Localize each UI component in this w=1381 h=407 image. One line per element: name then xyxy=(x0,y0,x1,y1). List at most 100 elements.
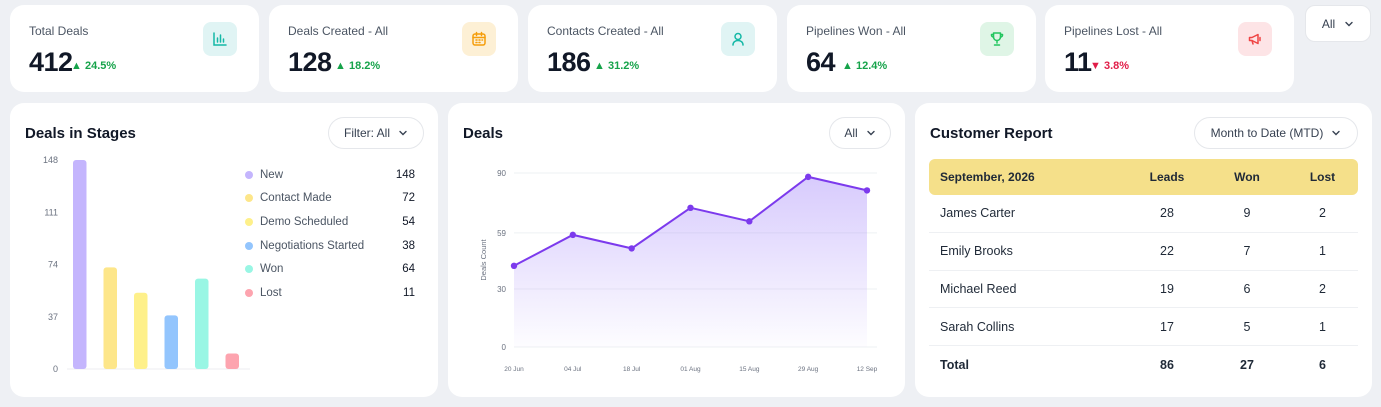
legend-item: Demo Scheduled 54 xyxy=(245,210,415,234)
cell-leads: 22 xyxy=(1160,244,1174,259)
data-point xyxy=(628,245,635,252)
cell-leads: 17 xyxy=(1160,319,1174,334)
cell-won: 9 xyxy=(1243,206,1251,221)
x-tick-label: 20 Jun xyxy=(504,366,524,373)
customer-report-table: September, 2026 Leads Won Lost James Car… xyxy=(929,159,1358,384)
data-point xyxy=(746,218,753,225)
deals-in-stages-panel: Deals in Stages Filter: All 0 37 74 111 148 … xyxy=(10,103,438,397)
cell-won: 5 xyxy=(1243,319,1251,334)
bar-contact-made xyxy=(103,267,117,369)
data-point xyxy=(569,231,577,239)
global-filter-dropdown[interactable]: All xyxy=(1305,5,1371,42)
panel-title: Deals xyxy=(463,125,504,142)
cell-lost: 1 xyxy=(1319,244,1326,259)
table-row: Michael Reed 19 6 2 xyxy=(929,271,1358,309)
total-leads: 86 xyxy=(1160,358,1174,373)
stat-value: 412 xyxy=(29,47,73,77)
y-tick-label: 30 xyxy=(497,285,506,294)
header-lost: Lost xyxy=(1309,170,1336,184)
legend-item: Contact Made 72 xyxy=(245,187,415,211)
bar-won xyxy=(195,278,209,369)
legend-dot xyxy=(245,194,253,203)
stat-change: ▲ 18.2% xyxy=(335,60,381,72)
y-tick-label: 37 xyxy=(48,312,58,322)
y-tick-label: 0 xyxy=(53,364,58,374)
stat-card-total-deals: Total Deals 412 ▲ 24.5% xyxy=(10,5,259,92)
cell-name: Michael Reed xyxy=(940,281,1017,296)
user-icon xyxy=(732,32,744,46)
cell-lost: 1 xyxy=(1319,319,1326,334)
x-tick-label: 12 Sep xyxy=(857,366,878,373)
table-row: James Carter 28 9 2 xyxy=(929,195,1358,233)
legend-value: 11 xyxy=(403,286,415,299)
header-period: September, 2026 xyxy=(940,170,1035,184)
y-tick-label: 0 xyxy=(502,343,507,352)
chevron-down-icon xyxy=(866,130,875,136)
cell-name: Emily Brooks xyxy=(940,244,1013,259)
legend-value: 38 xyxy=(402,239,415,252)
trend-down-icon: ▼ xyxy=(1090,60,1101,72)
chevron-down-icon xyxy=(1345,21,1353,26)
x-tick-label: 29 Aug xyxy=(798,366,819,373)
deals-filter-dropdown[interactable]: All xyxy=(829,117,891,149)
x-tick-label: 15 Aug xyxy=(739,366,760,373)
bar-new xyxy=(73,160,87,369)
header-won: Won xyxy=(1234,170,1260,184)
trend-up-icon: ▲ xyxy=(594,60,605,72)
stat-label: Total Deals xyxy=(29,24,89,38)
legend-value: 54 xyxy=(402,215,415,228)
legend-name: Contact Made xyxy=(260,192,332,205)
cell-won: 6 xyxy=(1243,281,1251,296)
stat-change: ▲ 24.5% xyxy=(71,60,117,72)
legend-name: Demo Scheduled xyxy=(260,215,349,228)
stat-change: ▲ 31.2% xyxy=(594,60,640,72)
x-tick-label: 01 Aug xyxy=(680,366,701,373)
table-row: Emily Brooks 22 7 1 xyxy=(929,233,1358,271)
trend-up-icon: ▲ xyxy=(71,60,82,72)
y-tick-label: 74 xyxy=(48,260,58,270)
y-tick-label: 59 xyxy=(497,229,506,238)
legend-dot xyxy=(245,265,253,274)
cell-lost: 2 xyxy=(1319,206,1326,221)
bar-lost xyxy=(225,353,239,369)
bar-negotiations-started xyxy=(164,315,178,369)
y-tick-label: 90 xyxy=(497,169,506,178)
panel-title: Deals in Stages xyxy=(25,125,136,142)
y-tick-label: 148 xyxy=(43,155,58,165)
report-period-dropdown[interactable]: Month to Date (MTD) xyxy=(1194,117,1358,149)
legend-value: 64 xyxy=(402,263,415,276)
stat-label: Pipelines Lost - All xyxy=(1064,24,1163,38)
y-axis-label: Deals Count xyxy=(479,238,488,280)
legend-dot xyxy=(245,241,253,250)
header-leads: Leads xyxy=(1149,170,1185,184)
stat-value: 64 xyxy=(806,47,836,77)
stat-value: 128 xyxy=(288,47,332,77)
cell-name: James Carter xyxy=(940,206,1016,221)
icon-box xyxy=(203,22,237,56)
trend-up-icon: ▲ xyxy=(335,60,346,72)
stat-card-deals-created: Deals Created - All 128 ▲ 18.2% xyxy=(269,5,518,92)
stat-value: 11 xyxy=(1064,47,1092,77)
stat-label: Deals Created - All xyxy=(288,24,389,38)
trophy-icon xyxy=(990,32,1004,46)
stages-filter-dropdown[interactable]: Filter: All xyxy=(328,117,424,149)
icon-box xyxy=(1238,22,1272,56)
legend-name: New xyxy=(260,168,284,181)
report-period-label: Month to Date (MTD) xyxy=(1210,126,1324,140)
stages-filter-label: Filter: All xyxy=(343,126,390,140)
legend-item: Won 64 xyxy=(245,257,415,281)
icon-box xyxy=(980,22,1014,56)
cell-lost: 2 xyxy=(1319,281,1326,296)
icon-box xyxy=(462,22,496,56)
cell-leads: 19 xyxy=(1160,281,1174,296)
table-total-row: Total 86 27 6 xyxy=(929,346,1358,384)
customer-report-panel: Customer Report Month to Date (MTD) Sept… xyxy=(915,103,1372,397)
stat-card-contacts-created: Contacts Created - All 186 ▲ 31.2% xyxy=(528,5,777,92)
bar-chart-icon xyxy=(213,32,227,46)
legend-item: Lost 11 xyxy=(245,281,415,305)
cell-name: Sarah Collins xyxy=(940,319,1015,334)
total-lost: 6 xyxy=(1319,358,1326,373)
legend-dot xyxy=(245,288,253,297)
calendar-icon xyxy=(472,31,486,46)
deals-filter-label: All xyxy=(844,126,858,140)
